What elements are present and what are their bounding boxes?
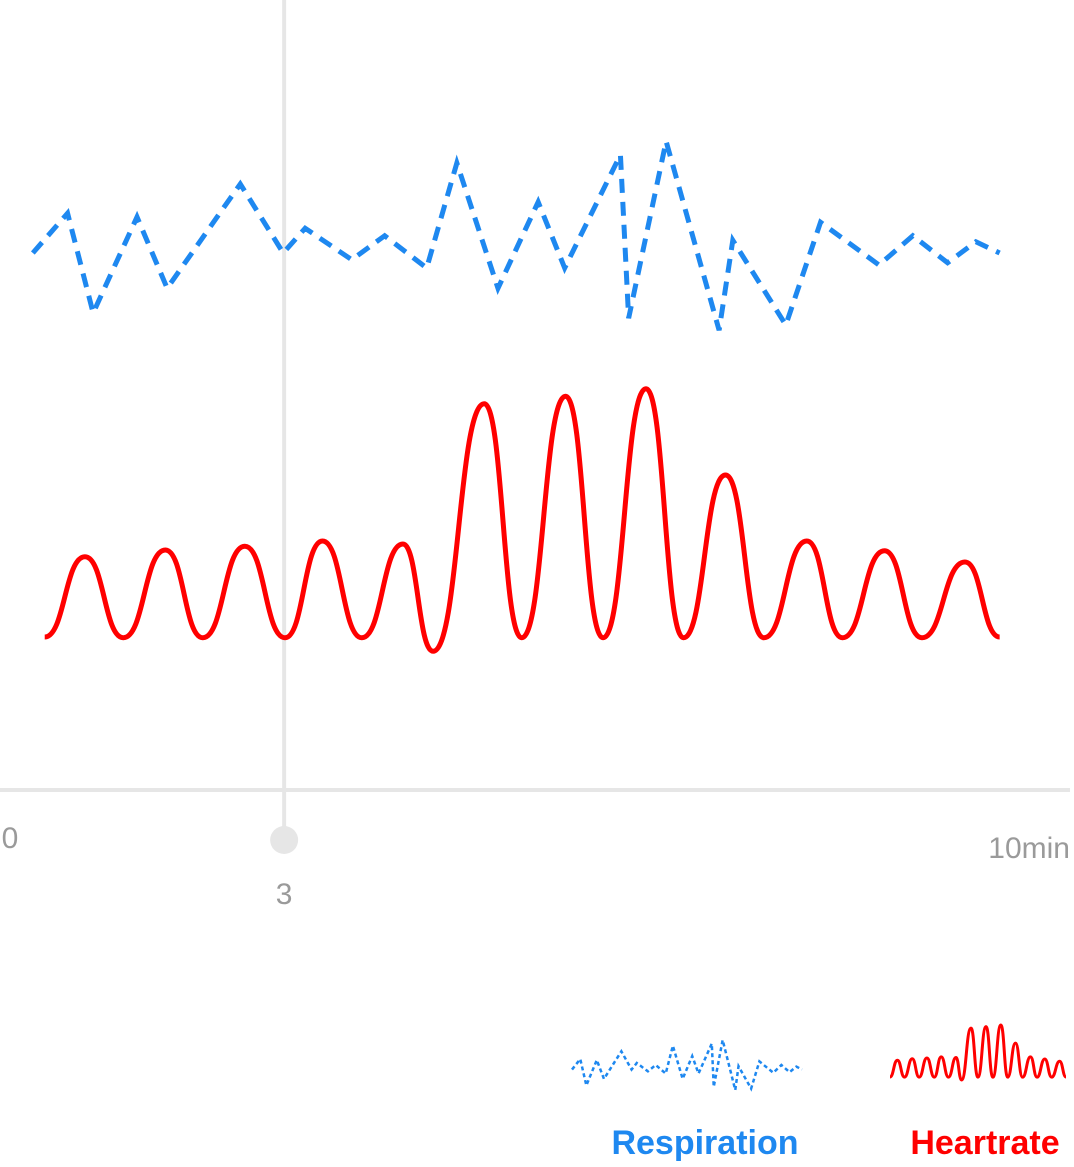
line-series bbox=[43, 386, 1001, 654]
legend-label: Heartrate bbox=[910, 1124, 1059, 1162]
legend-icon bbox=[571, 1039, 803, 1092]
x-tick-label: 0 bbox=[2, 822, 19, 855]
x-tick-label: 3 bbox=[276, 878, 293, 911]
legend-icon bbox=[889, 1023, 1067, 1082]
legend-label: Respiration bbox=[611, 1124, 798, 1162]
x-tick-label: 10min bbox=[988, 832, 1070, 865]
cursor-handle bbox=[270, 826, 299, 854]
line-series bbox=[30, 140, 1001, 331]
